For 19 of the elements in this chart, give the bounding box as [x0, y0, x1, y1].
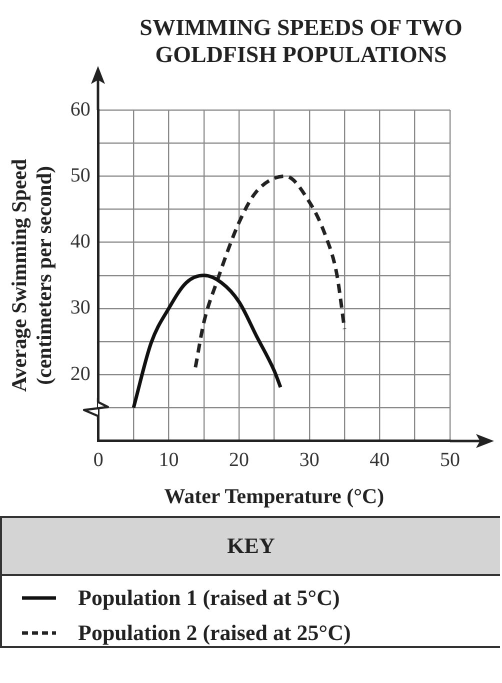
x-tick-label: 30 [299, 449, 320, 472]
x-axis-title: Water Temperature (°C) [164, 484, 384, 508]
line-series [194, 174, 346, 370]
x-tick-label: 20 [229, 449, 250, 472]
y-axis-title: Average Swimming Speed (centimeters per second) [7, 158, 56, 392]
x-tick-label: 50 [440, 449, 460, 472]
y-tick-label: 40 [70, 230, 90, 253]
x-tick-label: 40 [370, 449, 390, 472]
x-tick-label: 0 [93, 449, 104, 472]
legend-label: Population 1 (raised at 5°C) [78, 585, 340, 611]
legend-label: Population 2 (raised at 25°C) [78, 620, 351, 646]
chart-title: SWIMMING SPEEDS OF TWO GOLDFISH POPULATIONS [138, 14, 464, 67]
x-tick-label: 10 [158, 449, 179, 472]
y-tick-label: 20 [70, 362, 90, 385]
y-tick-label: 60 [70, 98, 90, 120]
y-tick-label: 50 [70, 164, 90, 186]
y-tick-label: 30 [70, 296, 90, 319]
legend-title: KEY [2, 518, 500, 576]
line-series [132, 274, 282, 410]
